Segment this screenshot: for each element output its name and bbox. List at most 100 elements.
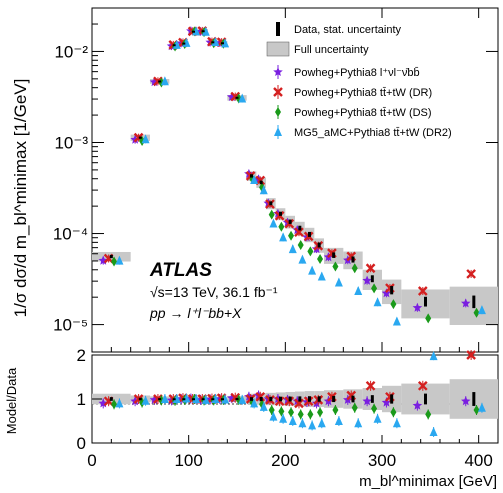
series-point [308,265,317,275]
ratio-data-point [211,398,215,401]
ratio-point [259,401,268,411]
ratio-data-point [390,394,394,404]
data-point [172,44,176,47]
ratio-point [473,405,480,415]
ratio-point [425,409,432,420]
x-tick-label: 400 [464,451,492,470]
ratio-y-tick-label: 0 [77,434,86,453]
series-point [317,254,324,265]
series-point [279,232,288,242]
experiment-label: ATLAS [149,260,212,281]
ratio-data-point [370,395,374,403]
series-point [412,302,423,312]
series-point [334,277,343,287]
legend-band-marker [266,41,290,57]
ratio-point [461,396,471,406]
ratio-point [172,394,181,403]
series-point [392,316,401,326]
data-point [192,30,195,33]
ratio-data-point [259,396,263,402]
ratio-point [297,409,304,420]
legend-series-label: Powheg+Pythia8 l⁺νl⁻ν̄bb̄ [294,66,420,79]
x-tick-label: 300 [368,451,396,470]
ratio-point [160,394,169,403]
series-point [362,275,372,285]
ratio-point [288,416,297,425]
ratio-data-point [298,396,302,402]
ratio-point [294,398,304,409]
legend-series-label: Powheg+Pythia8 tt̄+tW (DR) [294,87,432,99]
ratio-point [354,418,363,428]
ratio-point [308,420,317,430]
series-point [429,351,438,361]
ratio-y-tick-label: 1 [77,390,86,409]
series-point [298,254,307,264]
legend-series-marker [275,107,281,117]
ratio-data-point [250,397,253,401]
data-point [472,295,476,309]
x-axis-label: m_bl^minimax [GeV] [359,473,497,490]
y-tick-label: 10⁻³ [54,133,88,152]
series-point [365,263,376,274]
ratio-data-point [472,392,476,406]
y-label-ratio: Model/Data [4,367,19,434]
legend-data-label: Data, stat. uncertainty [294,24,401,36]
legend-data-marker [276,22,280,36]
data-point [390,286,394,295]
data-point [279,211,282,216]
ratio-point [365,380,376,391]
ratio-point [255,391,266,402]
data-point [138,136,142,139]
ratio-data-point [158,398,162,401]
series-point [297,240,304,251]
ratio-data-point [235,397,239,401]
ratio-point [351,402,358,413]
series-point [111,256,118,267]
series-point [381,288,392,298]
data-point [221,42,224,45]
series-point [221,38,230,48]
x-tick-label: 0 [87,451,96,470]
ratio-point [269,411,278,421]
series-point [211,36,220,46]
series-point [466,269,476,279]
x-tick-label: 100 [174,451,202,470]
series-point [332,261,339,272]
ratio-point [466,350,476,360]
series-point [417,286,428,296]
series-point [115,255,124,265]
legend-series-marker [273,67,283,76]
y-tick-label: 10⁻⁵ [53,316,88,335]
series-point [351,263,358,274]
ratio-data-point [332,395,336,403]
process-label: pp → l⁺l⁻bb+X [149,305,242,321]
ratio-point [317,418,326,428]
ratio-point [371,403,378,414]
series-point [294,227,304,238]
ratio-point [373,413,382,423]
series-point [371,283,378,294]
ratio-point [141,395,150,405]
y-tick-label: 10⁻² [54,42,88,61]
ratio-point [201,394,210,404]
series-point [182,37,191,47]
series-point [130,134,140,144]
legend-band-label: Full uncertainty [294,44,369,56]
series-point [390,299,397,310]
series-point [259,185,268,195]
ratio-data-point [172,398,176,401]
data-point [370,275,374,283]
ratio-point [279,413,288,423]
data-point [158,80,162,83]
ratio-point [182,393,191,403]
data-point [317,242,321,248]
series-point [192,26,201,36]
series-point [250,175,259,185]
series-point [238,93,247,103]
ratio-data-point [201,398,205,401]
ratio-point [288,407,295,418]
series-point [461,298,471,308]
legend-series-label: MG5_aMC+Pythia8 tt̄+tW (DR2) [294,127,452,139]
ratio-data-point [182,398,186,401]
